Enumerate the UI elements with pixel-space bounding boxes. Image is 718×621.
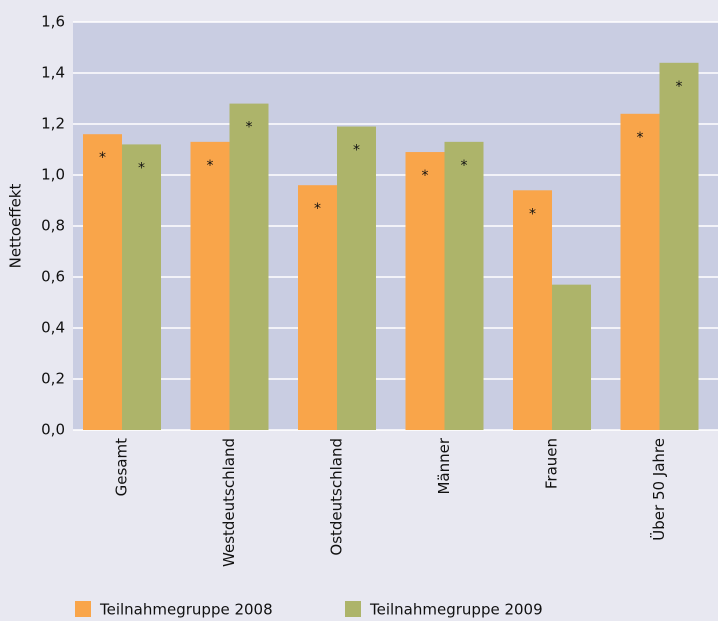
significance-marker: *: [422, 168, 429, 184]
significance-marker: *: [314, 201, 321, 217]
bar: [83, 134, 122, 430]
significance-marker: *: [637, 130, 644, 146]
significance-marker: *: [138, 160, 145, 176]
y-tick-label: 0,2: [41, 370, 65, 388]
y-tick-label: 1,4: [41, 64, 65, 82]
x-tick-label: Westdeutschland: [220, 438, 238, 567]
x-tick-label: Gesamt: [113, 438, 131, 496]
x-tick-label: Über 50 Jahre: [649, 438, 668, 541]
bar: [620, 113, 660, 431]
legend-swatch: [75, 601, 91, 617]
y-tick-label: 0,6: [41, 268, 65, 286]
legend-label: Teilnahmegruppe 2009: [369, 601, 543, 619]
significance-marker: *: [676, 79, 683, 95]
bar: [513, 190, 552, 430]
y-tick-label: 1,0: [41, 166, 65, 184]
y-tick-label: 0,0: [41, 421, 65, 439]
bar: [190, 141, 230, 430]
bar: [122, 144, 161, 430]
significance-marker: *: [246, 120, 253, 136]
y-tick-label: 1,2: [41, 115, 65, 133]
y-tick-label: 1,6: [41, 13, 65, 31]
legend-label: Teilnahmegruppe 2008: [99, 601, 273, 619]
bar: [659, 62, 699, 431]
significance-marker: *: [461, 158, 468, 174]
significance-marker: *: [99, 150, 106, 166]
x-tick-label: Männer: [435, 437, 453, 494]
significance-marker: *: [353, 143, 360, 159]
bar: [337, 126, 376, 431]
y-axis-label: Nettoeffekt: [7, 184, 25, 269]
bar: [552, 284, 591, 430]
x-tick-label: Ostdeutschland: [328, 438, 346, 556]
significance-marker: *: [207, 158, 214, 174]
bar: [229, 103, 269, 430]
bar: [405, 152, 445, 431]
x-tick-label: Frauen: [543, 438, 561, 489]
bar: [444, 141, 484, 430]
y-tick-label: 0,8: [41, 217, 65, 235]
significance-marker: *: [529, 206, 536, 222]
bar: [298, 185, 337, 430]
y-tick-label: 0,4: [41, 319, 65, 337]
legend-swatch: [345, 601, 361, 617]
